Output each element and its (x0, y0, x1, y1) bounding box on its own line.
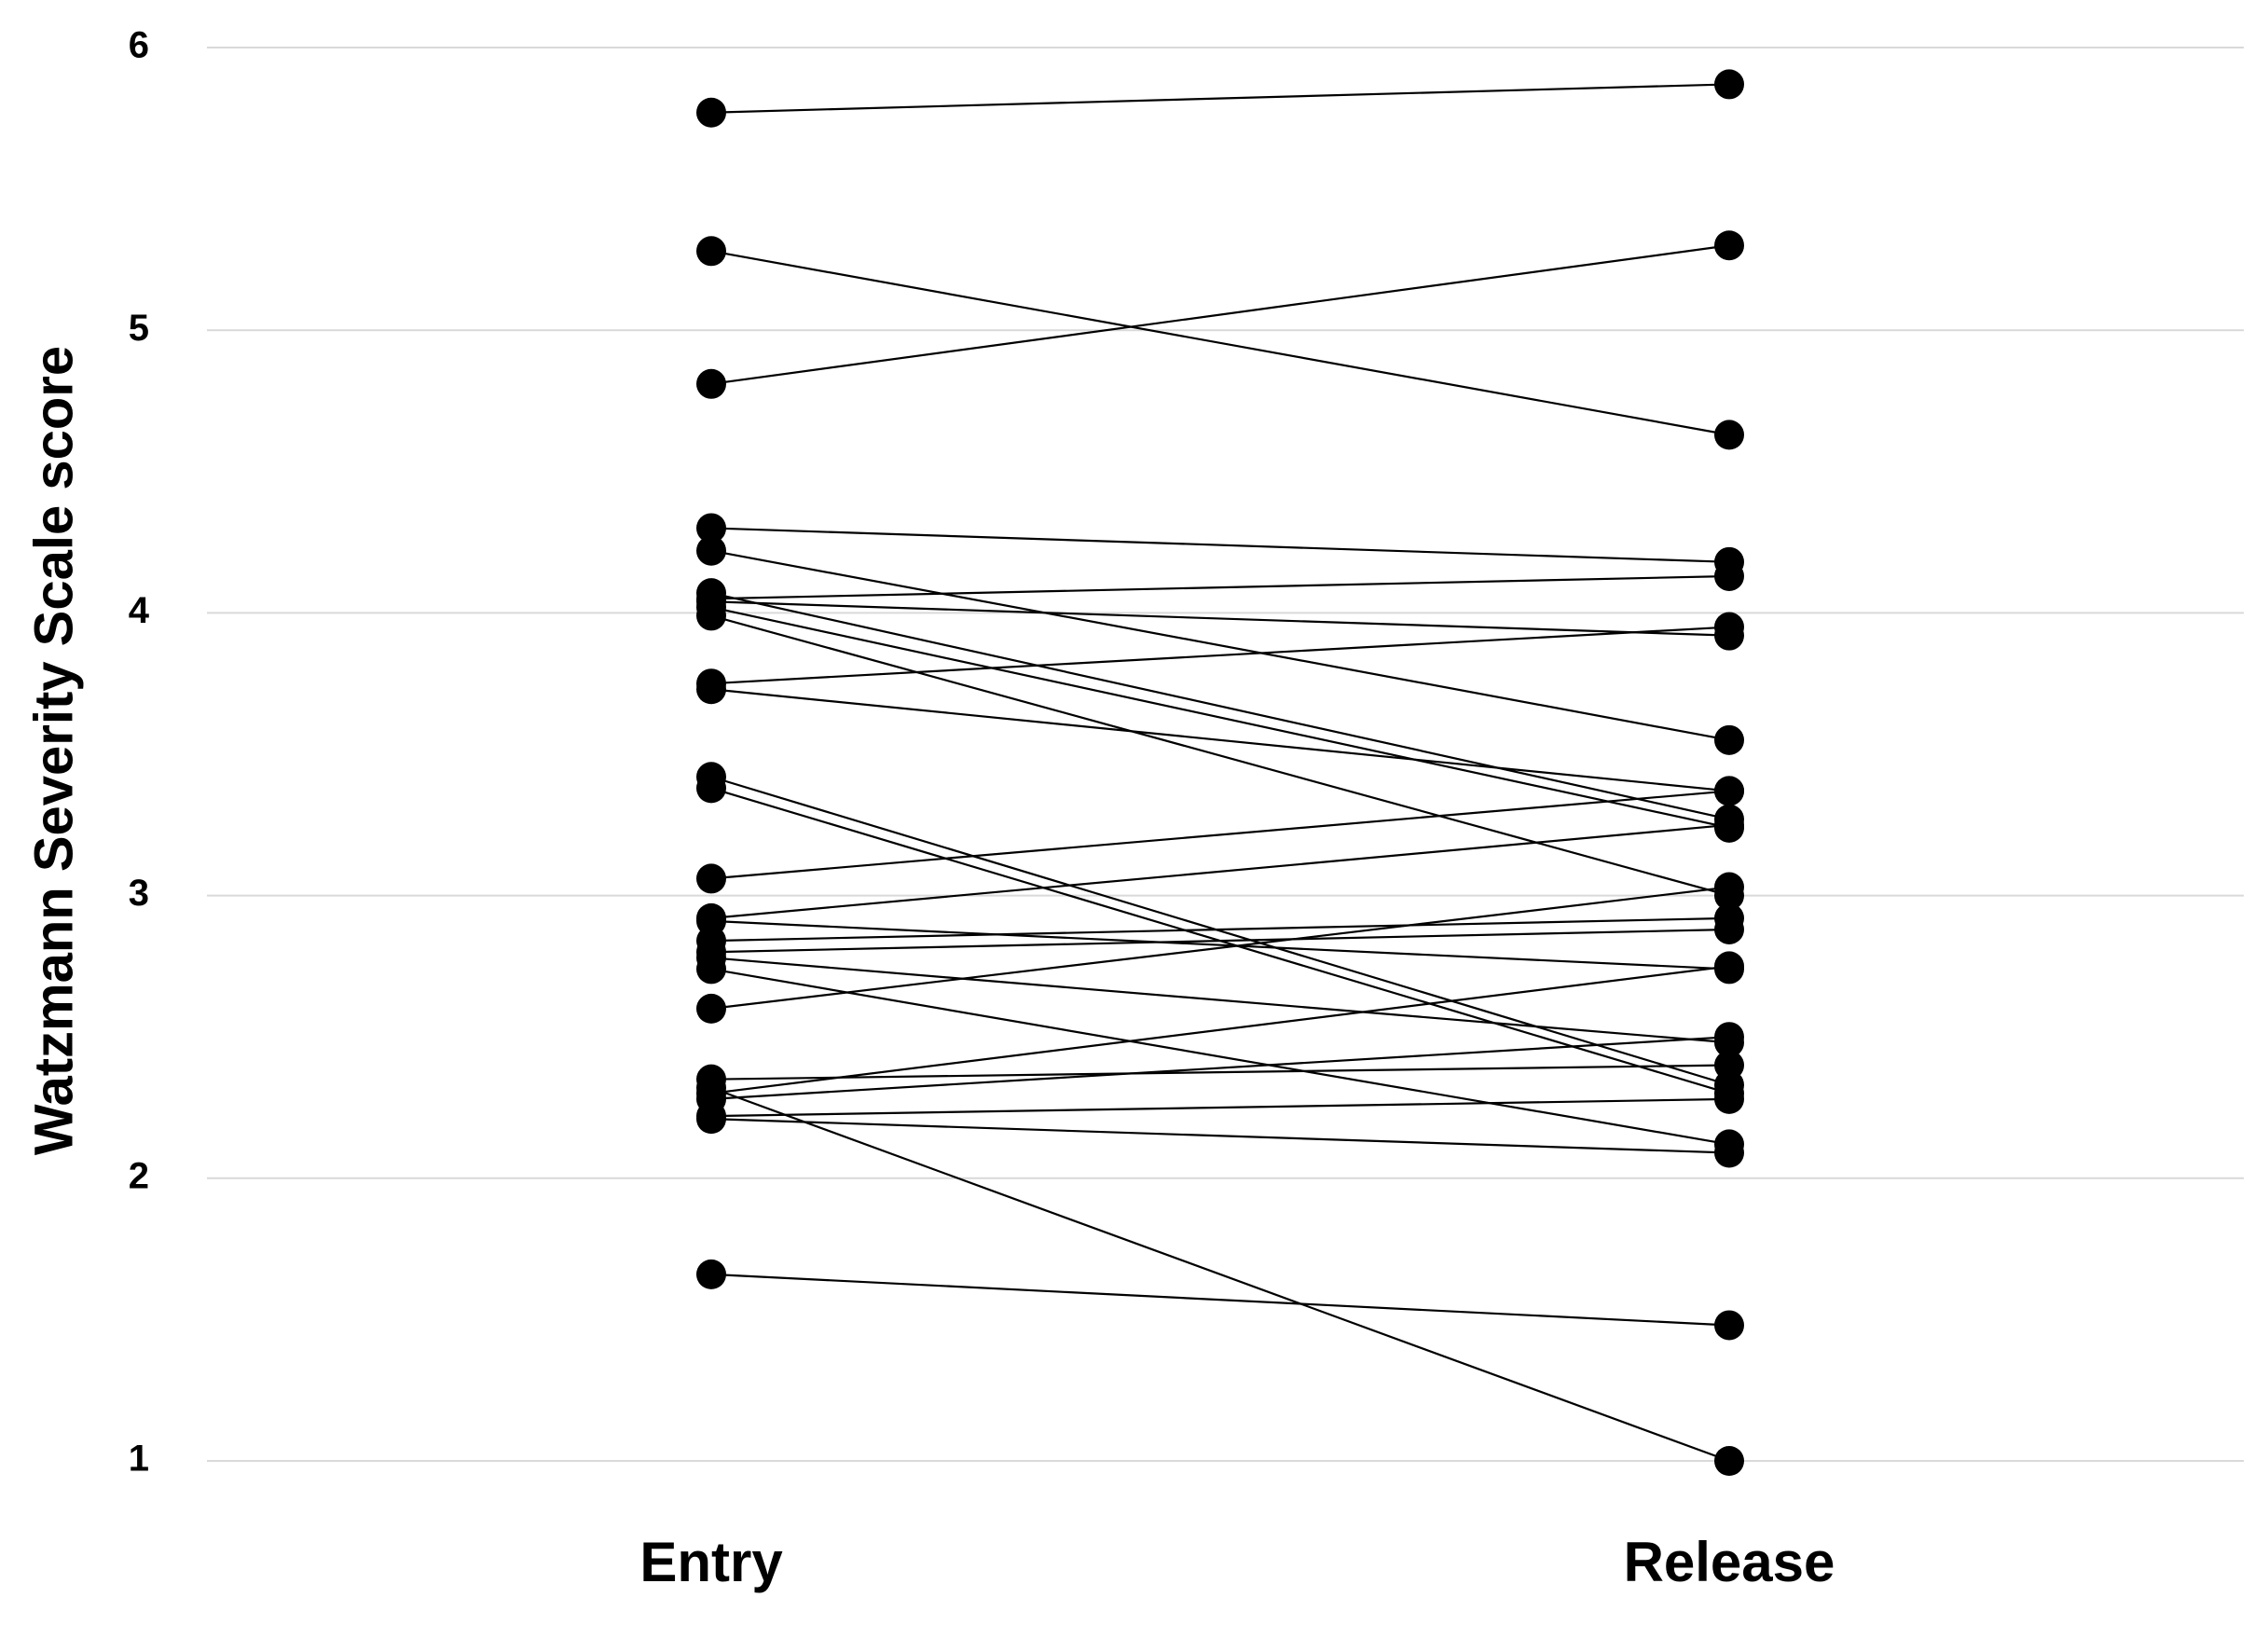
series-line (710, 83, 1730, 114)
series-line (710, 928, 1730, 954)
y-tick-label: 5 (129, 308, 149, 349)
series-line (710, 250, 1730, 436)
y-tick-label: 3 (129, 873, 149, 914)
data-point (696, 97, 726, 128)
series-line (710, 688, 1730, 792)
series-line (710, 1273, 1730, 1327)
series-line (710, 592, 1730, 820)
data-point (1714, 1310, 1744, 1341)
data-point (1714, 776, 1744, 806)
series-line (710, 574, 1730, 600)
series-line (710, 823, 1730, 919)
data-point (1714, 1022, 1744, 1053)
data-point (1714, 69, 1744, 100)
x-tick-label: Release (1624, 1531, 1835, 1593)
data-point (1714, 420, 1744, 450)
series-line (710, 919, 1730, 971)
data-point (696, 674, 726, 705)
series-line (710, 957, 1730, 1044)
series-line (710, 790, 1730, 880)
data-point (696, 513, 726, 544)
data-point (1714, 951, 1744, 982)
series-line (710, 1036, 1730, 1100)
data-point (696, 954, 726, 985)
series-line (710, 626, 1730, 685)
data-point (1714, 560, 1744, 591)
data-point (1714, 914, 1744, 944)
series-line (710, 1064, 1730, 1081)
series-line (710, 1118, 1730, 1154)
series-line (710, 606, 1730, 829)
y-tick-label: 4 (129, 590, 150, 631)
data-point (1714, 1050, 1744, 1081)
series-line (710, 1086, 1730, 1463)
series-line (710, 1097, 1730, 1118)
data-point (696, 1101, 726, 1132)
data-point (696, 1072, 726, 1103)
data-point (696, 535, 726, 566)
data-point (1714, 612, 1744, 642)
series-line (710, 886, 1730, 1010)
data-point (1714, 724, 1744, 755)
y-tick-label: 2 (129, 1155, 149, 1196)
y-tick-label: 1 (129, 1439, 149, 1480)
data-point (696, 600, 726, 631)
series-line (710, 614, 1730, 897)
series-line (710, 968, 1730, 1146)
data-point (1714, 1446, 1744, 1476)
series-line (710, 527, 1730, 563)
y-tick-label: 6 (129, 25, 149, 66)
data-point (1714, 1083, 1744, 1114)
data-point (1714, 872, 1744, 902)
data-point (1714, 809, 1744, 840)
series-line (710, 600, 1730, 637)
data-point (696, 1259, 726, 1289)
series-line (710, 776, 1730, 1086)
data-point (1714, 1137, 1744, 1168)
data-point (696, 368, 726, 399)
data-point (696, 236, 726, 267)
x-tick-label: Entry (639, 1531, 783, 1593)
data-point (696, 993, 726, 1024)
data-point (696, 773, 726, 804)
y-axis-title: Watzmann Severity Scale score (23, 346, 84, 1155)
series-line (710, 549, 1730, 741)
series-line (710, 916, 1730, 943)
series-line (710, 244, 1730, 385)
series-line (710, 965, 1730, 1095)
data-point (1714, 230, 1744, 261)
data-point (696, 863, 726, 894)
